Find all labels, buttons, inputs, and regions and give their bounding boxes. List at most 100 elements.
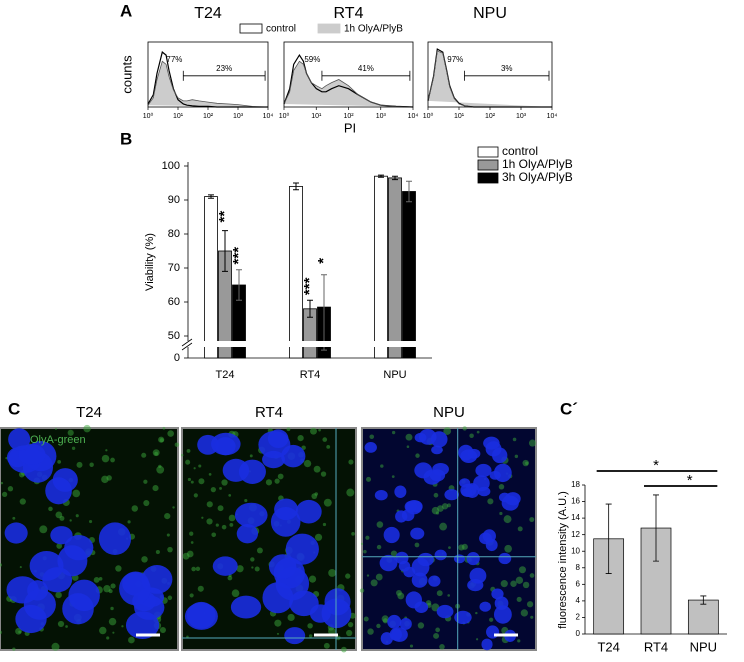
green-signal	[433, 492, 439, 498]
histogram-line	[147, 60, 269, 108]
x-tick-label: 10³	[376, 113, 387, 120]
green-signal	[487, 498, 494, 505]
green-signal	[499, 511, 503, 516]
green-signal	[498, 484, 505, 490]
green-signal	[341, 646, 347, 653]
green-signal	[88, 519, 93, 524]
green-signal	[346, 488, 355, 497]
green-signal	[366, 476, 372, 482]
green-signal	[346, 629, 353, 637]
green-signal	[301, 445, 306, 450]
green-signal	[187, 477, 191, 482]
x-tick-label: 10²	[485, 113, 496, 120]
green-signal	[510, 580, 517, 587]
nucleus	[18, 443, 46, 465]
nucleus	[262, 450, 285, 469]
error-bar	[653, 494, 659, 562]
green-signal	[249, 454, 253, 458]
green-signal	[448, 546, 451, 549]
green-signal	[328, 568, 337, 577]
x-tick-label: RT4	[300, 369, 321, 381]
nucleus	[284, 627, 306, 645]
green-signal	[489, 617, 494, 622]
nucleus	[444, 489, 459, 501]
legend-swatch	[477, 146, 499, 158]
green-signal	[391, 430, 396, 435]
green-signal	[326, 444, 331, 449]
legend-swatch	[477, 159, 499, 171]
green-signal	[382, 618, 389, 624]
nucleus	[274, 498, 298, 521]
nucleus	[64, 534, 94, 561]
green-signal	[286, 427, 291, 432]
nucleus	[374, 489, 388, 501]
image-label: RT4	[255, 404, 283, 421]
chart-title: RT4	[334, 5, 364, 22]
green-signal	[405, 433, 413, 441]
y-tick-label: 100	[162, 160, 180, 172]
green-signal	[2, 491, 8, 497]
green-signal	[186, 635, 189, 639]
error-bar	[208, 194, 214, 199]
x-tick-label: 10⁴	[408, 113, 419, 120]
green-signal	[435, 627, 441, 633]
legend-label: control	[266, 24, 296, 35]
error-bar	[605, 503, 612, 574]
axis-break-mark	[181, 338, 193, 351]
green-signal	[475, 638, 479, 641]
nucleus	[45, 477, 72, 505]
green-signal	[256, 547, 263, 554]
green-signal	[221, 479, 228, 486]
nucleus	[417, 552, 434, 567]
green-signal	[236, 565, 244, 573]
nucleus	[125, 611, 160, 640]
green-signal	[208, 472, 212, 476]
nucleus	[429, 469, 446, 482]
nucleus	[212, 556, 238, 576]
green-signal	[251, 566, 254, 569]
nucleus	[404, 501, 417, 513]
green-signal	[314, 533, 323, 541]
green-signal	[227, 575, 233, 581]
green-signal	[190, 480, 194, 484]
green-signal	[517, 639, 521, 643]
nucleus	[398, 560, 411, 572]
green-signal	[195, 566, 201, 572]
green-signal	[228, 493, 232, 497]
green-signal	[121, 625, 124, 628]
histogram-area	[148, 61, 268, 107]
green-signal	[441, 503, 449, 510]
green-signal	[143, 479, 148, 484]
green-signal	[514, 454, 519, 459]
green-signal	[93, 577, 100, 583]
y-axis-label: fluorescence intensity (A.U.)	[557, 491, 569, 629]
green-signal	[99, 626, 107, 635]
green-signal	[469, 433, 474, 439]
nucleus	[50, 526, 73, 545]
green-signal	[529, 517, 535, 523]
green-signal	[375, 573, 383, 581]
green-signal	[303, 459, 312, 468]
green-signal	[244, 498, 248, 503]
nucleus	[477, 486, 491, 497]
bar	[402, 191, 416, 359]
green-signal	[57, 620, 65, 628]
green-signal	[323, 498, 332, 507]
panel-label: C´	[560, 399, 578, 418]
green-signal	[108, 617, 117, 626]
nucleus	[268, 554, 297, 579]
nucleus	[481, 638, 493, 651]
gate-percent: 97%	[447, 55, 463, 64]
nucleus	[234, 502, 268, 528]
green-signal	[287, 613, 295, 622]
legend-label: control	[502, 144, 538, 158]
green-signal	[89, 462, 94, 467]
green-signal	[318, 428, 321, 432]
green-signal	[39, 525, 48, 534]
green-signal	[503, 515, 512, 524]
green-signal	[366, 574, 370, 577]
gate-percent: 77%	[166, 55, 182, 64]
green-signal	[67, 429, 74, 436]
green-signal	[110, 606, 114, 611]
green-signal	[522, 581, 530, 589]
